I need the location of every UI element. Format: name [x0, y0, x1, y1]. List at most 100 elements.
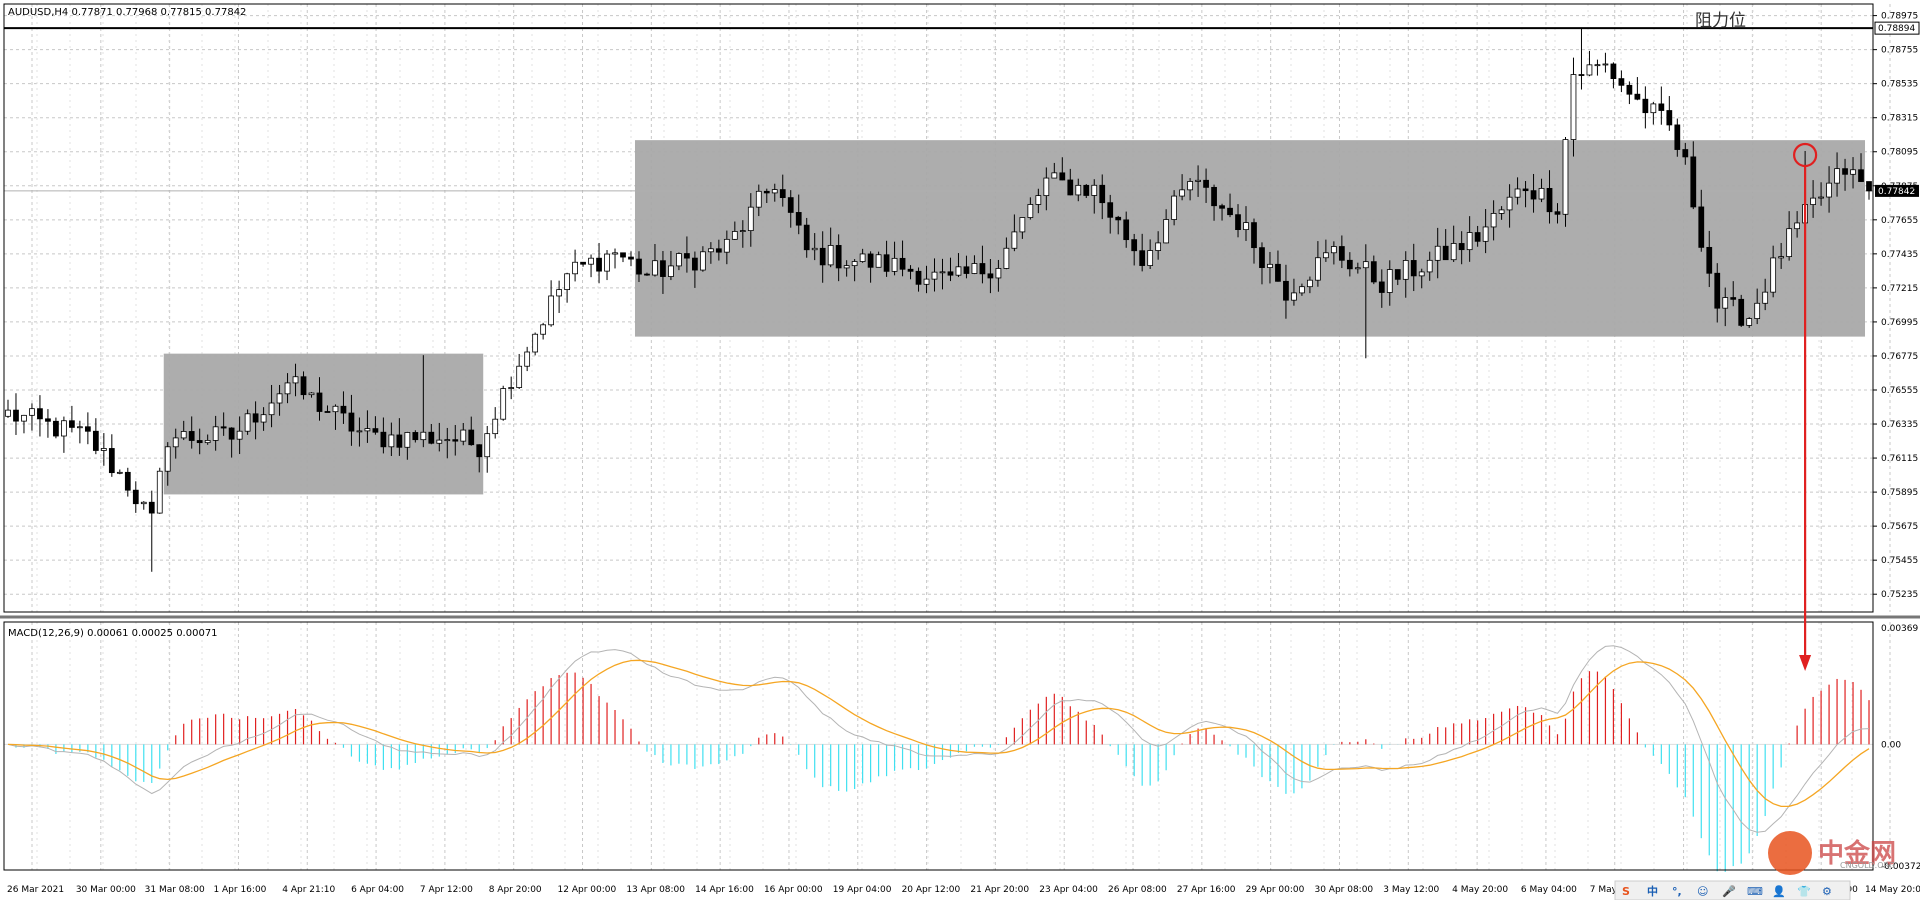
candle-body	[1458, 243, 1465, 251]
candle-body	[803, 224, 810, 251]
candle-body	[580, 261, 586, 265]
candle-body	[1107, 202, 1114, 218]
candle-body	[1019, 217, 1026, 233]
candle-body	[156, 470, 163, 514]
candle-body	[548, 295, 554, 326]
candle-body	[5, 409, 11, 417]
x-tick-label: 13 Apr 08:00	[626, 885, 685, 895]
candle-body	[116, 471, 123, 474]
candle-body	[1155, 242, 1162, 251]
candle-body	[252, 413, 259, 423]
candle-body	[100, 448, 107, 451]
y-tick-label: 0.76555	[1881, 386, 1918, 396]
y-tick-label: 0.77875	[1881, 182, 1918, 192]
candle-body	[132, 489, 139, 505]
macd-panel-frame	[3, 621, 1874, 871]
x-tick-label: 4 May 20:00	[1452, 885, 1508, 895]
candle-body	[1067, 179, 1074, 196]
candle-body	[348, 412, 355, 432]
candle-body	[652, 260, 658, 276]
candle-body	[867, 253, 874, 268]
candle-body	[1778, 256, 1785, 259]
candle-body	[356, 430, 363, 433]
candle-body	[276, 393, 283, 404]
candle-body	[1482, 226, 1489, 242]
candle-body	[172, 437, 179, 448]
candle-body	[1794, 222, 1800, 230]
x-tick-label: 29 Apr 00:00	[1246, 885, 1305, 895]
candle-body	[692, 257, 698, 271]
y-tick-label: 0.76995	[1881, 318, 1918, 328]
candle-body	[1770, 257, 1777, 293]
candle-body	[1338, 246, 1345, 261]
y-tick-label: 0.78535	[1881, 80, 1918, 90]
candle-body	[1091, 184, 1098, 196]
y-tick-label: 0.75455	[1881, 556, 1918, 566]
y-tick-label: 0.77655	[1881, 216, 1918, 226]
ime-toolbar-item: 中	[1647, 884, 1658, 898]
candle-body	[1674, 124, 1681, 150]
candle-body	[1283, 280, 1289, 301]
candle-body	[204, 440, 211, 444]
candle-body	[396, 434, 403, 448]
candle-body	[1514, 188, 1521, 198]
candle-body	[516, 365, 523, 388]
candle-body	[755, 190, 762, 208]
candle-body	[1738, 298, 1745, 326]
candle-body	[29, 408, 35, 416]
y-tick-label: 0.78975	[1881, 12, 1918, 22]
x-tick-label: 21 Apr 20:00	[970, 885, 1029, 895]
macd-y-tick-label: 0.00	[1881, 740, 1901, 750]
candle-body	[21, 414, 27, 422]
brand-url: CNGOLD.ORG	[1840, 861, 1895, 870]
candle-body	[1354, 267, 1361, 270]
candle-body	[700, 251, 706, 271]
candle-body	[1834, 168, 1840, 184]
current-price-label: 0.77842	[1878, 187, 1915, 197]
candle-body	[739, 230, 746, 233]
candle-body	[452, 439, 459, 442]
candle-body	[148, 501, 155, 514]
x-tick-label: 20 Apr 12:00	[902, 885, 961, 895]
candle-body	[1187, 181, 1193, 191]
candle-body	[1235, 214, 1241, 231]
candle-body	[45, 418, 51, 422]
candle-body	[628, 256, 634, 260]
candle-body	[1690, 156, 1697, 208]
candle-body	[1211, 186, 1217, 207]
candle-body	[1139, 250, 1146, 266]
candle-body	[220, 426, 227, 429]
candle-body	[1299, 286, 1305, 294]
candle-body	[1634, 93, 1641, 100]
candle-body	[1818, 196, 1824, 199]
candle-body	[1746, 318, 1753, 326]
candle-body	[1203, 179, 1209, 188]
candle-body	[859, 253, 866, 262]
candle-body	[827, 245, 834, 266]
candle-body	[1570, 74, 1577, 140]
candle-body	[1378, 281, 1385, 293]
candle-body	[1698, 206, 1705, 248]
candle-body	[1315, 257, 1321, 281]
candle-body	[1123, 219, 1130, 241]
candle-body	[1434, 245, 1441, 261]
candle-body	[1642, 98, 1649, 114]
candle-body	[1402, 260, 1409, 280]
ime-toolbar-item: 👤	[1772, 885, 1786, 898]
candle-body	[1219, 205, 1225, 209]
ime-toolbar-item: ⚙	[1822, 885, 1832, 898]
candle-body	[1291, 292, 1297, 301]
candle-body	[963, 266, 970, 274]
candle-body	[1362, 261, 1369, 269]
x-tick-label: 26 Apr 08:00	[1108, 885, 1167, 895]
candle-body	[819, 247, 826, 266]
candle-body	[987, 273, 994, 279]
candle-body	[1243, 222, 1249, 231]
candle-body	[1826, 182, 1832, 198]
candle-body	[1682, 149, 1689, 158]
candle-body	[61, 420, 67, 437]
candle-body	[835, 245, 842, 269]
grid	[4, 4, 1891, 870]
